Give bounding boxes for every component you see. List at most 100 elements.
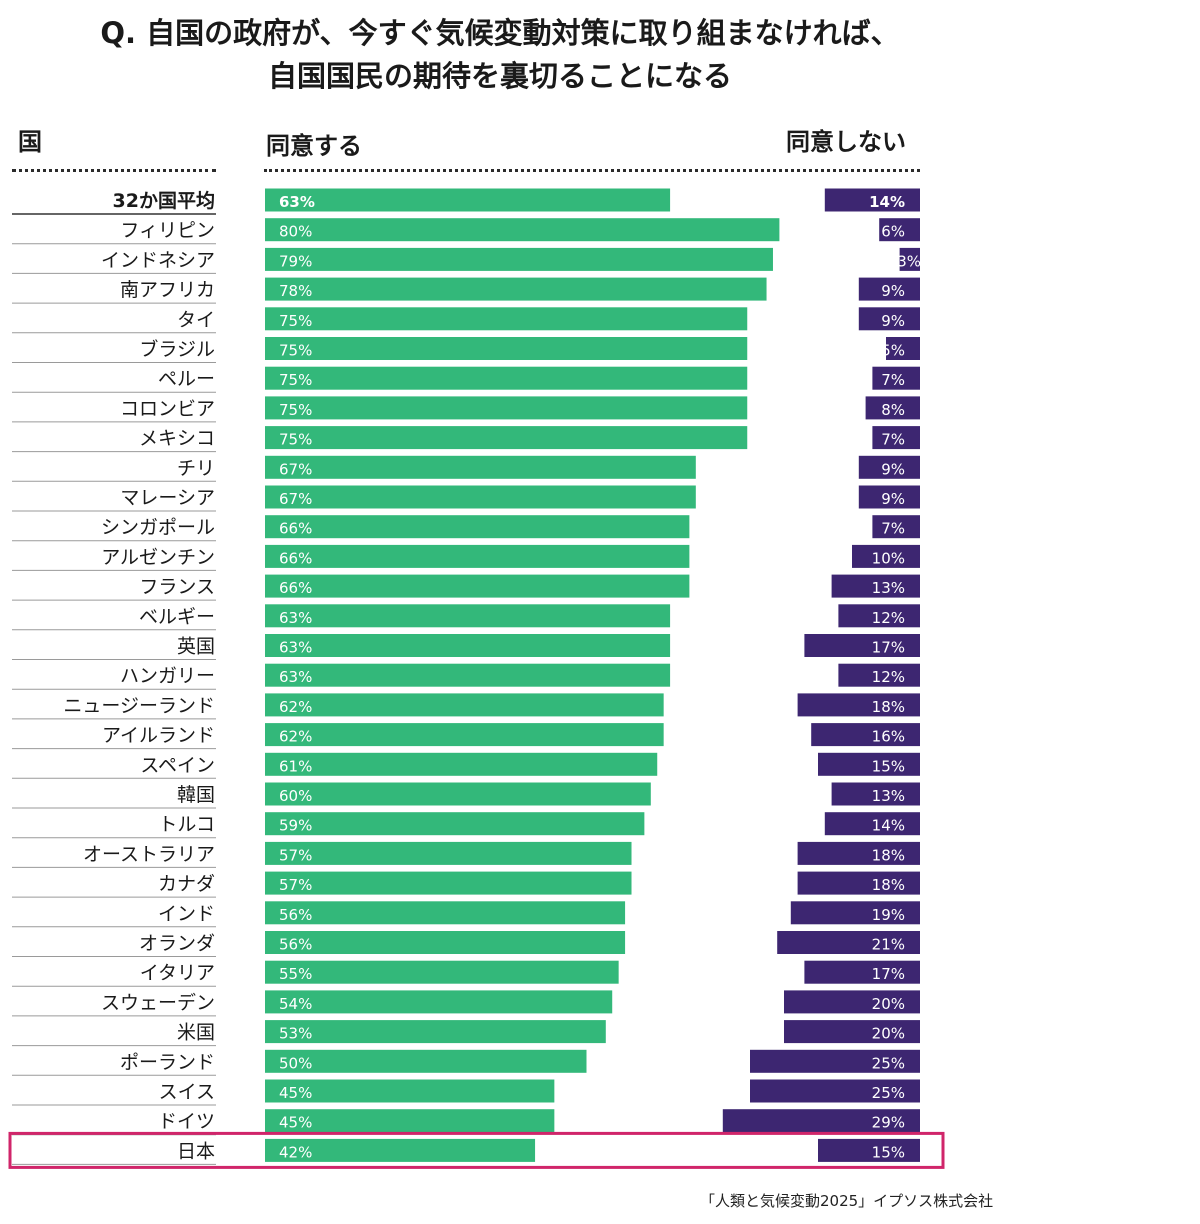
category-label: 南アフリカ (120, 279, 215, 301)
category-label: ハンガリー (120, 665, 215, 687)
agree-value-label: 56% (279, 936, 312, 954)
disagree-value-label: 5% (881, 342, 905, 360)
agree-value-label: 59% (279, 817, 312, 835)
agree-bar (265, 574, 690, 598)
category-label: シンガポール (101, 517, 215, 539)
agree-value-label: 63% (279, 609, 312, 627)
agree-value-label: 67% (279, 460, 312, 478)
agree-bar (265, 1049, 587, 1073)
disagree-bar (804, 960, 920, 984)
disagree-bar (790, 901, 920, 925)
category-label: 英国 (177, 636, 215, 658)
agree-value-label: 60% (279, 787, 312, 805)
agree-value-label: 75% (279, 312, 312, 330)
agree-bar (265, 1138, 536, 1162)
highlight-box (8, 1131, 945, 1169)
disagree-bar (886, 337, 920, 360)
disagree-bar (858, 307, 920, 331)
disagree-bar (797, 871, 920, 895)
disagree-bar (722, 1109, 920, 1133)
category-label: オーストラリア (83, 843, 215, 865)
disagree-bar (824, 188, 920, 212)
agree-value-label: 53% (279, 1025, 312, 1043)
agree-value-label: 67% (279, 490, 312, 508)
agree-bar (265, 931, 626, 954)
disagree-bar (865, 396, 920, 420)
title-line-1: Q. 自国の政府が、今すぐ気候変動対策に取り組まなければ、 (100, 16, 900, 50)
agree-bar (265, 366, 748, 390)
disagree-bar (858, 455, 920, 479)
disagree-bar (824, 812, 920, 836)
agree-bar (265, 782, 651, 806)
agree-value-label: 62% (279, 698, 312, 716)
disagree-value-label: 8% (881, 401, 905, 419)
disagree-value-label: 25% (872, 1084, 905, 1102)
disagree-value-label: 3% (897, 252, 921, 270)
agree-bar (265, 515, 690, 539)
disagree-value-label: 25% (872, 1054, 905, 1072)
agree-value-label: 54% (279, 995, 312, 1013)
category-label: トルコ (158, 814, 215, 836)
category-label: 米国 (177, 1022, 215, 1044)
disagree-value-label: 9% (881, 312, 905, 330)
agree-bar (265, 307, 748, 331)
disagree-value-label: 19% (872, 906, 905, 924)
disagree-value-label: 18% (872, 846, 905, 864)
agree-bar (265, 812, 645, 836)
disagree-bar (872, 426, 920, 450)
disagree-bar (818, 752, 920, 776)
category-label: ドイツ (158, 1111, 215, 1133)
disagree-value-label: 17% (872, 965, 905, 983)
category-label: スペイン (140, 754, 215, 776)
agree-bar (265, 841, 632, 865)
category-label: フランス (139, 576, 215, 598)
disagree-value-label: 21% (872, 936, 905, 954)
agree-value-label: 62% (279, 728, 312, 746)
category-label: ポーランド (120, 1051, 215, 1073)
agree-value-label: 75% (279, 371, 312, 389)
category-label: 韓国 (177, 784, 215, 806)
agree-value-label: 66% (279, 549, 312, 567)
agree-bar (265, 990, 613, 1014)
category-label: オランダ (139, 933, 215, 955)
disagree-value-label: 9% (881, 460, 905, 478)
disagree-value-label: 13% (872, 787, 905, 805)
disagree-value-label: 7% (881, 431, 905, 449)
agree-bar (265, 337, 748, 360)
category-label: カナダ (158, 873, 215, 895)
agree-bar (265, 396, 748, 420)
category-label: スイス (159, 1081, 215, 1103)
agree-value-label: 79% (279, 252, 312, 270)
agree-value-label: 63% (279, 193, 315, 211)
agree-bar (265, 247, 773, 271)
header-divider-country (12, 169, 216, 172)
chart-title: Q. 自国の政府が、今すぐ気候変動対策に取り組まなければ、 自国国民の期待を裏切… (0, 12, 1000, 98)
category-label: スウェーデン (101, 992, 215, 1014)
agree-bar (265, 604, 671, 628)
agree-bar (265, 871, 632, 895)
category-label: ブラジル (139, 338, 215, 361)
disagree-value-label: 20% (872, 995, 905, 1013)
header-agree: 同意する (266, 132, 362, 160)
disagree-bar (879, 218, 920, 242)
disagree-bar (750, 1049, 920, 1073)
agree-bar (265, 277, 767, 301)
disagree-bar (797, 693, 920, 717)
category-label: 32か国平均 (113, 189, 215, 212)
agree-value-label: 42% (279, 1143, 312, 1161)
agree-bar (265, 723, 664, 747)
agree-bar (265, 663, 671, 687)
category-label: 日本 (177, 1140, 215, 1162)
category-label: メキシコ (139, 428, 215, 450)
header-country: 国 (18, 128, 42, 156)
category-label: チリ (177, 457, 215, 479)
category-label: タイ (177, 309, 215, 331)
disagree-bar (797, 841, 920, 865)
disagree-value-label: 9% (881, 490, 905, 508)
agree-value-label: 50% (279, 1054, 312, 1072)
disagree-value-label: 29% (872, 1114, 905, 1132)
category-label: ベルギー (139, 606, 215, 628)
category-label: アイルランド (102, 725, 215, 747)
disagree-bar (804, 634, 920, 657)
